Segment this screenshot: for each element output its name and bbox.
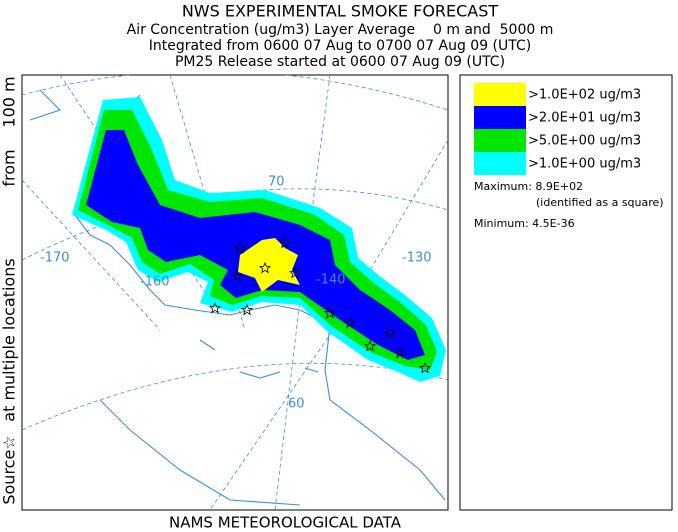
side-text: Source☆: [0, 435, 19, 504]
lon-label: -160: [140, 275, 170, 290]
legend-label: >5.0E+00 ug/m3: [528, 134, 641, 149]
subtitle: Air Concentration (ug/m3) Layer Average …: [127, 22, 554, 38]
subtitle: Integrated from 0600 07 Aug to 0700 07 A…: [149, 38, 532, 54]
legend-swatch: [474, 83, 526, 106]
legend-label: >1.0E+00 ug/m3: [528, 157, 641, 172]
side-text: at multiple locations: [0, 258, 19, 421]
map: -170 -160 -140 -130 70 60: [22, 75, 448, 510]
lat-label: 70: [268, 175, 285, 190]
legend-swatch: [474, 106, 526, 129]
side-label: Source☆ at multiple locations from 100 m: [0, 76, 19, 504]
lat-label: 60: [288, 397, 305, 412]
lon-label: -170: [40, 251, 70, 266]
stat-max: Maximum: 8.9E+02: [474, 180, 583, 193]
stat-min: Minimum: 4.5E-36: [474, 217, 575, 230]
stat-note: (identified as a square): [536, 196, 664, 209]
subtitle: PM25 Release started at 0600 07 Aug 09 (…: [175, 54, 505, 70]
legend-swatch: [474, 152, 526, 175]
sources: [209, 237, 431, 373]
lon-label: -140: [316, 273, 346, 288]
title: NWS EXPERIMENTAL SMOKE FORECAST: [182, 2, 499, 21]
coastline: [29, 89, 319, 506]
lon-label: -130: [402, 251, 432, 266]
plume-yellow: [238, 238, 300, 292]
legend: >1.0E+02 ug/m3 >2.0E+01 ug/m3 >5.0E+00 ug/…: [474, 83, 641, 175]
legend-label: >1.0E+02 ug/m3: [528, 88, 641, 103]
footer: NAMS METEOROLOGICAL DATA: [169, 514, 402, 532]
legend-label: >2.0E+01 ug/m3: [528, 111, 641, 126]
side-text: from: [0, 149, 19, 186]
legend-swatch: [474, 129, 526, 152]
side-text: 100 m: [0, 76, 19, 127]
